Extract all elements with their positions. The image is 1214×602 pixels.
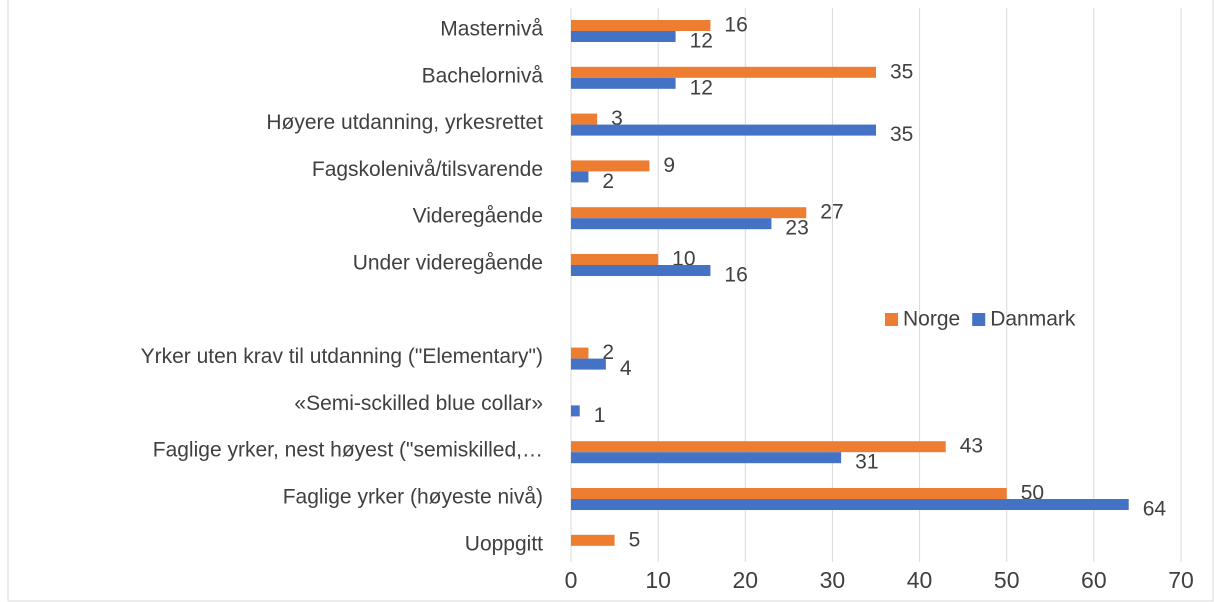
x-tick-label: 20 [732,567,758,593]
category-label: Fagskolenivå/tilsvarende [312,158,543,181]
data-label: 4 [620,357,632,380]
bar [571,347,589,359]
category-label: Videregående [413,205,543,228]
data-label: 50 [1021,482,1044,505]
data-label: 9 [663,154,675,177]
bar [571,207,807,219]
x-tick-label: 60 [1081,567,1107,593]
bar [571,171,589,183]
x-tick-label: 70 [1168,567,1194,593]
legend-swatch [885,313,898,326]
category-label: Faglige yrker, nest høyest ("semiskilled… [153,439,543,462]
bar [571,265,711,276]
bar [571,20,711,31]
category-label: Høyere utdanning, yrkesrettet [266,111,543,134]
data-label: 12 [690,30,713,53]
bar [571,534,615,546]
data-label: 2 [602,170,614,193]
data-label: 10 [672,248,695,271]
x-tick-label: 10 [645,567,671,593]
bar [571,124,876,136]
category-label: Uoppgitt [465,532,543,555]
x-tick-label: 30 [820,567,846,593]
data-label: 31 [855,451,878,474]
data-label: 16 [724,264,747,287]
bar [571,66,876,78]
bar [571,254,659,265]
data-label: 35 [890,60,913,83]
category-label: Under videregående [353,252,543,275]
data-label: 16 [724,14,747,37]
x-tick-label: 40 [907,567,933,593]
category-label: Faglige yrker (høyeste nivå) [283,486,543,509]
bar [571,31,676,42]
category-label: Masternivå [440,18,543,41]
x-tick-label: 50 [994,567,1020,593]
category-label: Bachelornivå [422,64,544,87]
data-label: 3 [611,107,623,130]
data-label: 27 [820,201,843,224]
data-label: 35 [890,123,913,146]
data-label: 2 [602,341,614,364]
x-tick-label: 0 [565,567,578,593]
data-label: 23 [785,217,808,240]
category-label: Yrker uten krav til utdanning ("Elementa… [141,345,543,368]
bar [571,499,1129,510]
data-label: 1 [594,404,606,427]
data-label: 43 [960,435,983,458]
bar [571,218,772,230]
data-label: 12 [690,76,713,99]
bar [571,160,650,172]
data-label: 64 [1143,498,1167,521]
bar [571,113,598,125]
bar [571,488,1007,499]
bar [571,358,606,370]
bar [571,77,676,89]
legend-label: Danmark [990,308,1076,331]
data-label: 5 [629,528,641,551]
legend-label: Norge [903,308,960,331]
bar [571,441,946,453]
bar [571,405,580,417]
chart-border [7,0,1214,602]
category-label: «Semi-sckilled blue collar» [294,392,543,415]
bar [571,452,842,464]
legend-swatch [972,313,986,326]
